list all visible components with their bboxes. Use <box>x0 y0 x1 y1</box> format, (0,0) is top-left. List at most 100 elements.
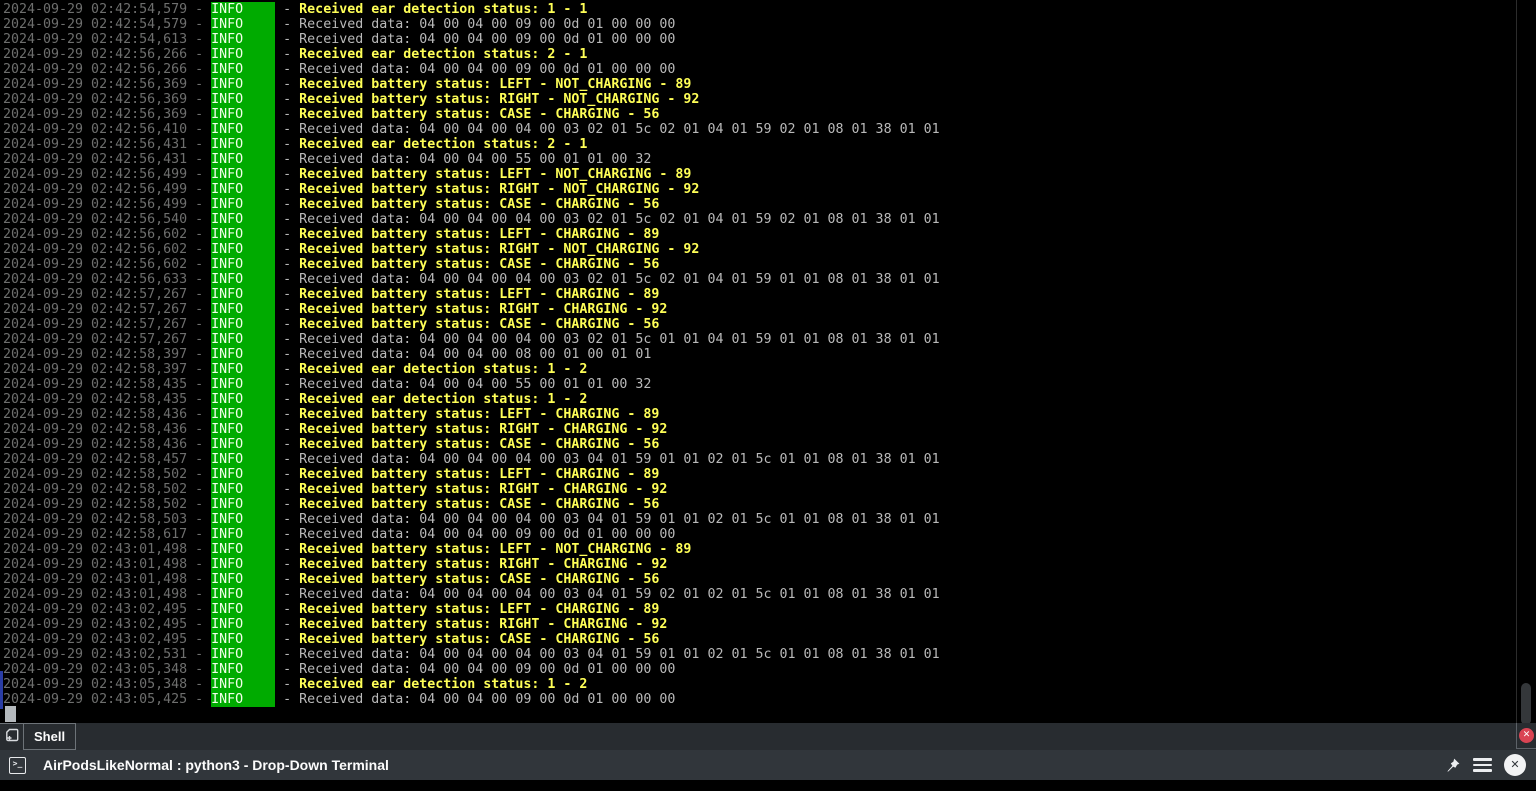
log-timestamp: 2024-09-29 02:42:58,436 - <box>3 407 212 422</box>
log-timestamp: 2024-09-29 02:42:56,410 - <box>3 122 212 137</box>
log-timestamp: 2024-09-29 02:42:56,602 - <box>3 257 212 272</box>
tab-shell[interactable]: Shell <box>23 724 77 750</box>
log-level-badge: INFO <box>211 212 276 227</box>
log-line: 2024-09-29 02:43:01,498 - INFO - Receive… <box>3 557 1516 572</box>
log-line: 2024-09-29 02:43:01,498 - INFO - Receive… <box>3 587 1516 602</box>
log-level-badge: INFO <box>211 557 276 572</box>
log-level-badge: INFO <box>211 392 276 407</box>
close-session-button[interactable]: ✕ <box>1519 728 1534 743</box>
log-message: Received battery status: RIGHT - CHARGIN… <box>299 482 668 497</box>
log-level-badge: INFO <box>211 527 276 542</box>
log-separator: - <box>275 167 300 182</box>
log-line: 2024-09-29 02:42:58,397 - INFO - Receive… <box>3 362 1516 377</box>
log-separator: - <box>275 287 300 302</box>
log-separator: - <box>275 347 300 362</box>
log-timestamp: 2024-09-29 02:42:57,267 - <box>3 332 212 347</box>
pin-icon[interactable] <box>1444 757 1461 774</box>
log-level-badge: INFO <box>211 107 276 122</box>
log-timestamp: 2024-09-29 02:42:58,503 - <box>3 512 212 527</box>
log-level-badge: INFO <box>211 467 276 482</box>
log-timestamp: 2024-09-29 02:43:01,498 - <box>3 572 212 587</box>
log-separator: - <box>275 137 300 152</box>
log-level-badge: INFO <box>211 77 276 92</box>
log-timestamp: 2024-09-29 02:42:56,266 - <box>3 62 212 77</box>
log-level-badge: INFO <box>211 32 276 47</box>
log-separator: - <box>275 182 300 197</box>
log-message: Received battery status: RIGHT - CHARGIN… <box>299 557 668 572</box>
scrollbar-thumb[interactable] <box>1521 683 1531 725</box>
menu-icon[interactable] <box>1473 758 1492 772</box>
log-message: Received battery status: CASE - CHARGING… <box>299 197 660 212</box>
log-level-badge: INFO <box>211 137 276 152</box>
log-message: Received ear detection status: 1 - 2 <box>299 362 588 377</box>
log-separator: - <box>275 437 300 452</box>
log-level-badge: INFO <box>211 242 276 257</box>
log-message: Received battery status: LEFT - NOT_CHAR… <box>299 77 692 92</box>
log-message: Received battery status: CASE - CHARGING… <box>299 317 660 332</box>
log-separator: - <box>275 2 300 17</box>
log-separator: - <box>275 542 300 557</box>
log-message: Received battery status: RIGHT - NOT_CHA… <box>299 242 700 257</box>
log-separator: - <box>275 692 300 707</box>
new-tab-button[interactable] <box>0 724 23 750</box>
log-message: Received battery status: LEFT - CHARGING… <box>299 407 660 422</box>
log-message: Received data: 04 00 04 00 04 00 03 04 0… <box>299 647 940 662</box>
log-line: 2024-09-29 02:42:57,267 - INFO - Receive… <box>3 332 1516 347</box>
log-message: Received data: 04 00 04 00 04 00 03 04 0… <box>299 452 940 467</box>
log-separator: - <box>275 647 300 662</box>
log-timestamp: 2024-09-29 02:42:56,499 - <box>3 197 212 212</box>
log-level-badge: INFO <box>211 17 276 32</box>
log-timestamp: 2024-09-29 02:43:05,348 - <box>3 677 212 692</box>
log-timestamp: 2024-09-29 02:43:01,498 - <box>3 587 212 602</box>
log-timestamp: 2024-09-29 02:42:54,613 - <box>3 32 212 47</box>
log-timestamp: 2024-09-29 02:42:56,499 - <box>3 167 212 182</box>
terminal-output: 2024-09-29 02:42:54,579 - INFO - Receive… <box>3 2 1516 707</box>
log-line: 2024-09-29 02:42:56,602 - INFO - Receive… <box>3 227 1516 242</box>
log-timestamp: 2024-09-29 02:42:56,369 - <box>3 92 212 107</box>
log-line: 2024-09-29 02:43:01,498 - INFO - Receive… <box>3 542 1516 557</box>
log-message: Received data: 04 00 04 00 09 00 0d 01 0… <box>299 32 676 47</box>
log-timestamp: 2024-09-29 02:42:58,397 - <box>3 362 212 377</box>
log-level-badge: INFO <box>211 587 276 602</box>
log-line: 2024-09-29 02:42:58,435 - INFO - Receive… <box>3 377 1516 392</box>
log-message: Received battery status: CASE - CHARGING… <box>299 257 660 272</box>
log-line: 2024-09-29 02:43:02,495 - INFO - Receive… <box>3 632 1516 647</box>
log-timestamp: 2024-09-29 02:42:58,502 - <box>3 467 212 482</box>
log-level-badge: INFO <box>211 257 276 272</box>
log-message: Received battery status: CASE - CHARGING… <box>299 632 660 647</box>
log-message: Received battery status: LEFT - NOT_CHAR… <box>299 542 692 557</box>
log-level-badge: INFO <box>211 182 276 197</box>
log-separator: - <box>275 47 300 62</box>
log-line: 2024-09-29 02:42:56,266 - INFO - Receive… <box>3 47 1516 62</box>
log-timestamp: 2024-09-29 02:42:58,617 - <box>3 527 212 542</box>
log-message: Received data: 04 00 04 00 09 00 0d 01 0… <box>299 692 676 707</box>
log-level-badge: INFO <box>211 2 276 17</box>
terminal-cursor <box>5 706 16 722</box>
log-level-badge: INFO <box>211 122 276 137</box>
log-line: 2024-09-29 02:42:54,579 - INFO - Receive… <box>3 2 1516 17</box>
scrollbar[interactable] <box>1516 0 1536 725</box>
log-timestamp: 2024-09-29 02:42:54,579 - <box>3 17 212 32</box>
log-message: Received data: 04 00 04 00 09 00 0d 01 0… <box>299 662 676 677</box>
log-separator: - <box>275 62 300 77</box>
log-level-badge: INFO <box>211 482 276 497</box>
new-tab-icon <box>4 727 20 748</box>
log-separator: - <box>275 557 300 572</box>
log-timestamp: 2024-09-29 02:42:56,602 - <box>3 227 212 242</box>
tab-bar: Shell ✕ <box>0 723 1536 750</box>
log-level-badge: INFO <box>211 302 276 317</box>
log-line: 2024-09-29 02:42:56,369 - INFO - Receive… <box>3 92 1516 107</box>
log-timestamp: 2024-09-29 02:42:58,435 - <box>3 392 212 407</box>
log-message: Received data: 04 00 04 00 09 00 0d 01 0… <box>299 17 676 32</box>
log-level-badge: INFO <box>211 422 276 437</box>
log-level-badge: INFO <box>211 167 276 182</box>
log-level-badge: INFO <box>211 152 276 167</box>
log-line: 2024-09-29 02:42:57,267 - INFO - Receive… <box>3 302 1516 317</box>
close-window-button[interactable]: ✕ <box>1504 754 1526 776</box>
log-message: Received data: 04 00 04 00 04 00 03 02 0… <box>299 212 940 227</box>
log-line: 2024-09-29 02:42:58,436 - INFO - Receive… <box>3 422 1516 437</box>
log-line: 2024-09-29 02:42:58,457 - INFO - Receive… <box>3 452 1516 467</box>
log-separator: - <box>275 527 300 542</box>
log-separator: - <box>275 482 300 497</box>
log-message: Received battery status: LEFT - CHARGING… <box>299 602 660 617</box>
